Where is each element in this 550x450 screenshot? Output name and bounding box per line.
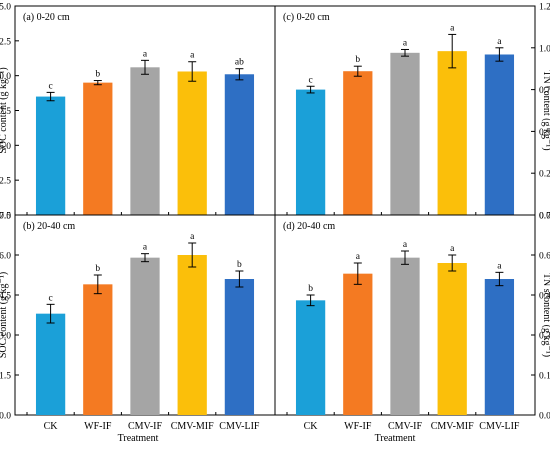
y-tick-label: 1.5	[0, 372, 11, 382]
x-tick-label: CMV-LIF	[219, 421, 260, 432]
y-tick-label: 0.75	[539, 212, 550, 222]
panel-label: (c) 0-20 cm	[283, 12, 330, 23]
x-tick-label: WF-IF	[84, 421, 112, 432]
bar	[224, 279, 255, 415]
bar	[83, 284, 113, 415]
y-tick-label: 0.75	[539, 86, 550, 96]
panel-label: (b) 20-40 cm	[23, 221, 75, 232]
y-tick-label: 0.30	[539, 332, 550, 342]
y-tick-label: 0.25	[539, 170, 550, 180]
y-axis-label: TN content (g kg⁻¹)	[541, 70, 550, 150]
x-tick-label: CK	[44, 421, 59, 432]
y-tick-label: 0.15	[539, 372, 550, 382]
significance-letter: a	[497, 261, 502, 271]
bar	[295, 300, 326, 415]
x-tick-label: WF-IF	[344, 421, 372, 432]
significance-letter: a	[497, 37, 502, 47]
bar	[130, 67, 160, 215]
panel-label: (d) 20-40 cm	[283, 221, 335, 232]
x-axis-title-right: Treatment	[375, 433, 416, 444]
y-axis-label: TN scontent (g kg⁻¹)	[541, 273, 550, 357]
significance-letter: a	[450, 244, 455, 254]
panel-a: 0.0 2.5 5.0 7.5 10.0 12.5 15.0 SOC content (g k…	[0, 3, 276, 222]
bar	[484, 54, 515, 215]
y-tick-label: 0.45	[539, 292, 550, 302]
x-tick-label: CMV-IF	[388, 421, 423, 432]
significance-letter: a	[356, 252, 361, 262]
y-axis-label: SOC content (g kg⁻¹)	[0, 67, 9, 153]
significance-letter: c	[308, 75, 312, 85]
significance-letter: b	[355, 55, 360, 65]
y-tick-label: 2.5	[0, 177, 11, 187]
y-tick-label: 0.0	[0, 212, 11, 222]
y-tick-label: 1.25	[539, 3, 550, 13]
y-tick-label: 15.0	[0, 3, 11, 13]
x-axis-title-left: Treatment	[118, 433, 159, 444]
y-tick-label: 0.00	[539, 212, 550, 222]
bar	[437, 263, 467, 415]
bar	[343, 273, 373, 415]
significance-letter: ab	[235, 58, 244, 68]
significance-letter: a	[190, 51, 195, 61]
y-tick-label: 1.00	[539, 44, 550, 54]
significance-letter: b	[95, 264, 100, 274]
bar	[83, 82, 113, 215]
significance-letter: a	[450, 23, 455, 33]
x-tick-label: CMV-MIF	[171, 421, 214, 432]
x-tick-label: CMV-IF	[128, 421, 163, 432]
y-tick-label: 0.60	[539, 252, 550, 262]
bar	[35, 313, 66, 415]
y-tick-label: 4.5	[0, 292, 11, 302]
bar	[130, 257, 160, 415]
y-tick-label: 5.0	[0, 142, 11, 152]
panel-c: 0.00 0.25 0.50 0.75 1.00 1.25 TN content (g kg…	[274, 3, 550, 222]
panel-b: 0.0 1.5 3.0 4.5 6.0 7.5 SOC content (g kg⁻¹) (b…	[0, 212, 276, 432]
significance-letter: c	[48, 293, 52, 303]
y-tick-label: 10.0	[0, 72, 11, 82]
y-axis-label: SOC content (g kg⁻¹)	[0, 272, 9, 358]
significance-letter: b	[308, 284, 313, 294]
y-tick-label: 3.0	[0, 332, 11, 342]
bar	[390, 52, 420, 215]
y-tick-label: 0.0	[0, 412, 11, 422]
bar	[390, 257, 420, 415]
significance-letter: a	[403, 240, 408, 250]
panel-label: (a) 0-20 cm	[23, 12, 70, 23]
y-tick-label: 7.5	[0, 107, 11, 117]
bar	[343, 71, 373, 215]
significance-letter: a	[143, 243, 148, 253]
y-tick-label: 0.00	[539, 412, 550, 422]
y-tick-label: 7.5	[0, 212, 11, 222]
bar	[437, 51, 467, 216]
bar	[177, 255, 207, 415]
significance-letter: b	[237, 260, 242, 270]
significance-letter: a	[143, 49, 148, 59]
significance-letter: b	[95, 70, 100, 80]
significance-letter: a	[403, 38, 408, 48]
bar	[295, 89, 326, 215]
y-tick-label: 12.5	[0, 37, 11, 47]
x-tick-label: CMV-MIF	[431, 421, 474, 432]
y-tick-label: 6.0	[0, 252, 11, 262]
bar	[224, 74, 255, 215]
bar	[484, 279, 515, 415]
panel-d: 0.00 0.15 0.30 0.45 0.60 0.75 TN scontent (g k…	[274, 212, 550, 432]
x-tick-label: CK	[304, 421, 319, 432]
bar	[177, 71, 207, 215]
x-tick-label: CMV-LIF	[479, 421, 520, 432]
y-tick-label: 0.50	[539, 128, 550, 138]
significance-letter: a	[190, 232, 195, 242]
bar	[35, 96, 66, 215]
significance-letter: c	[48, 81, 52, 91]
